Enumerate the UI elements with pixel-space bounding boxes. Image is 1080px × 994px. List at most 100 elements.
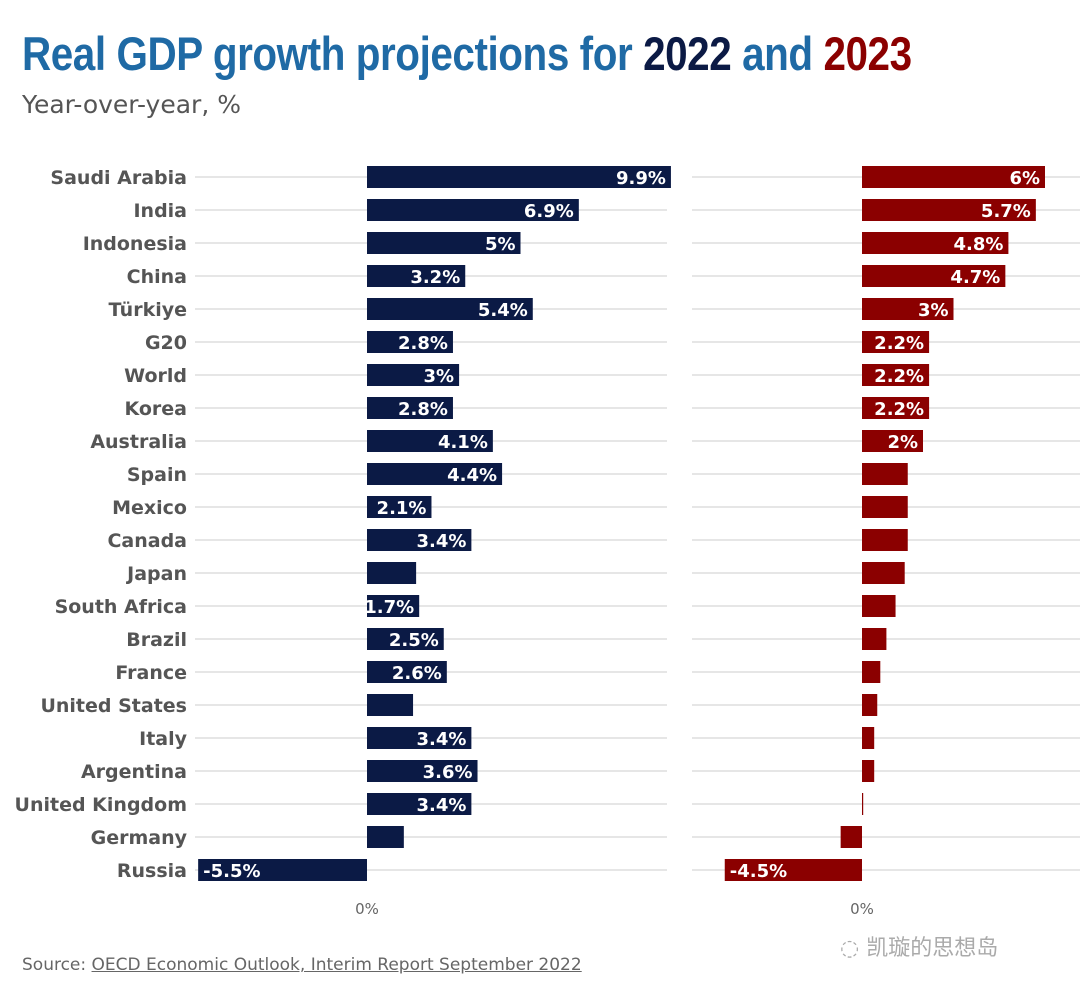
watermark: ◌ 凯璇的思想岛: [840, 936, 999, 961]
data-label: 3%: [424, 366, 455, 387]
data-label: -5.5%: [203, 861, 260, 882]
chart-subtitle: Year-over-year, %: [22, 90, 241, 119]
category-label: Mexico: [112, 497, 187, 519]
category-label: Spain: [127, 464, 187, 486]
bar-2022: [367, 727, 472, 749]
data-label: 4.1%: [438, 432, 488, 453]
bar-2023: [862, 661, 881, 683]
bar-2023: [862, 265, 1006, 287]
data-label: 3.6%: [423, 762, 473, 783]
data-label: 6%: [1009, 168, 1040, 189]
data-label: 3.4%: [416, 795, 466, 816]
data-label: 2.8%: [398, 399, 448, 420]
data-label: 2%: [887, 432, 918, 453]
bar-2023: [862, 232, 1009, 254]
bar-2022: [367, 496, 432, 518]
bar-2023: [724, 859, 862, 881]
bar-2022: [367, 562, 417, 584]
bar-2022: [198, 859, 367, 881]
category-label: Australia: [90, 431, 187, 453]
bar-2023: [862, 331, 930, 353]
bar-2023: [862, 562, 905, 584]
data-label: 1.7%: [364, 597, 414, 618]
data-label: 2.2%: [874, 333, 924, 354]
bar-2022: [367, 232, 521, 254]
bar-2023: [862, 793, 864, 815]
source-link[interactable]: OECD Economic Outlook, Interim Report Se…: [91, 955, 582, 975]
data-label: 5.4%: [478, 300, 528, 321]
category-label: Türkiye: [109, 299, 187, 321]
data-label: 2.5%: [389, 630, 439, 651]
category-label: Russia: [117, 860, 187, 882]
data-label: 2.2%: [874, 366, 924, 387]
data-label: 9.9%: [616, 168, 666, 189]
data-label: 5.7%: [981, 201, 1031, 222]
data-label: 3.4%: [416, 729, 466, 750]
category-label: France: [115, 662, 187, 684]
bar-2023: [862, 628, 887, 650]
bar-2022: [367, 430, 493, 452]
bar-2022: [367, 199, 579, 221]
data-label: 4.8%: [953, 234, 1003, 255]
source-note: Source: OECD Economic Outlook, Interim R…: [22, 955, 582, 975]
bar-2023: [862, 595, 896, 617]
category-label: United Kingdom: [15, 794, 187, 816]
bar-2023: [862, 430, 923, 452]
category-label: Germany: [91, 827, 188, 849]
data-label: 4.4%: [447, 465, 497, 486]
category-label: India: [133, 200, 187, 222]
bar-2023: [862, 760, 875, 782]
data-label: 4.7%: [950, 267, 1000, 288]
category-label: G20: [145, 332, 187, 354]
bar-2022: [367, 826, 404, 848]
category-label: Canada: [107, 530, 187, 552]
bar-2022: [367, 760, 478, 782]
bar-2022: [367, 529, 472, 551]
data-label: 3.2%: [410, 267, 460, 288]
bar-2023: [862, 364, 930, 386]
bar-2023: [862, 529, 908, 551]
category-label: World: [124, 365, 187, 387]
data-label: 2.1%: [377, 498, 427, 519]
data-label: 2.6%: [392, 663, 442, 684]
bar-2023: [862, 298, 954, 320]
bar-2022: [367, 265, 466, 287]
data-label: 6.9%: [524, 201, 574, 222]
data-label: -4.5%: [730, 861, 787, 882]
data-label: 3%: [918, 300, 949, 321]
bar-2023: [862, 166, 1045, 188]
wechat-icon: ◌: [840, 936, 867, 961]
bar-2022: [367, 595, 420, 617]
category-label: China: [127, 266, 187, 288]
bar-2022: [367, 298, 533, 320]
category-label: Brazil: [126, 629, 187, 651]
bar-2022: [367, 166, 671, 188]
bar-2023: [862, 463, 908, 485]
category-label: Italy: [139, 728, 187, 750]
bar-2022: [367, 793, 472, 815]
category-label: Argentina: [81, 761, 187, 783]
category-label: Japan: [125, 563, 187, 585]
bar-2023: [862, 727, 875, 749]
bar-2023: [862, 199, 1036, 221]
category-label: Korea: [124, 398, 187, 420]
bar-2022: [367, 694, 414, 716]
category-label: South Africa: [55, 596, 187, 618]
category-label: Indonesia: [83, 233, 187, 255]
bar-2022: [367, 331, 453, 353]
data-label: 2.2%: [874, 399, 924, 420]
category-label: Saudi Arabia: [50, 167, 187, 189]
data-label: 2.8%: [398, 333, 448, 354]
category-label: United States: [40, 695, 187, 717]
bar-2023: [862, 694, 878, 716]
bar-2023: [862, 496, 908, 518]
bar-2023: [862, 397, 930, 419]
bar-2023: [840, 826, 862, 848]
bar-2022: [367, 661, 447, 683]
axis-tick-label: 0%: [850, 900, 874, 918]
data-label: 5%: [485, 234, 516, 255]
axis-tick-label: 0%: [355, 900, 379, 918]
bar-2022: [367, 397, 453, 419]
bar-2022: [367, 364, 460, 386]
